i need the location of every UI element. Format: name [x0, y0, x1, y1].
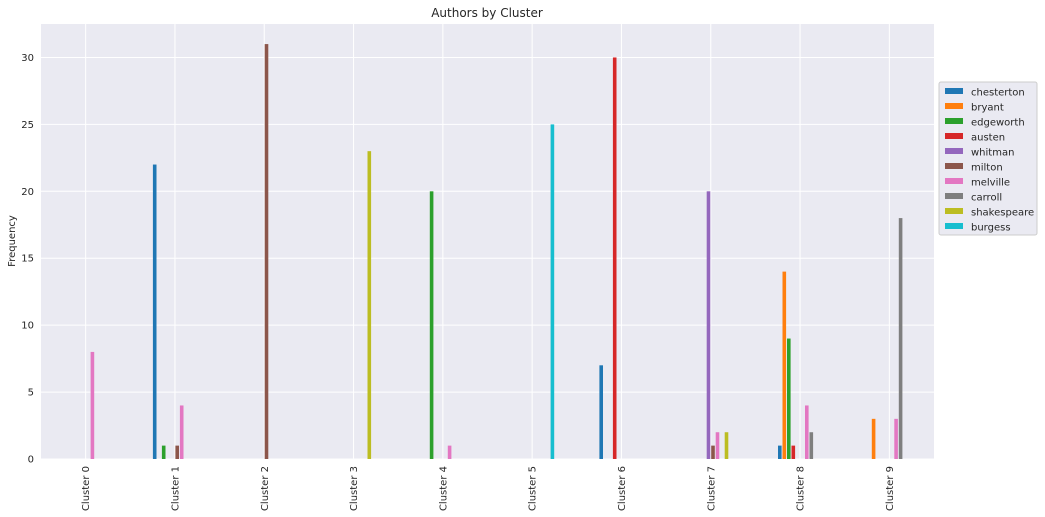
- bar-melville: [805, 405, 809, 459]
- legend-label-carroll: carroll: [971, 193, 1002, 204]
- y-axis: 0 5 10 15 20 25 30: [21, 53, 34, 466]
- bar-shakespeare: [367, 151, 372, 459]
- x-tick-label: Cluster 6: [617, 466, 628, 511]
- legend-label-whitman: whitman: [971, 148, 1014, 159]
- bar-carroll: [898, 218, 903, 459]
- bar-chesterton: [778, 445, 782, 459]
- bar-melville: [894, 418, 898, 459]
- legend: chesterton bryant edgeworth austen whitman mi…: [938, 81, 1038, 236]
- legend-label-shakespeare: shakespeare: [971, 208, 1034, 219]
- bar-burgess: [550, 124, 555, 459]
- bar-austen: [612, 57, 617, 459]
- y-tick-label: 20: [21, 187, 34, 198]
- bar-carroll: [809, 432, 814, 459]
- legend-swatch-chesterton: [945, 88, 963, 94]
- bar-bryant: [782, 271, 787, 459]
- bar-melville: [90, 351, 95, 459]
- x-tick-label: Cluster 5: [528, 466, 539, 511]
- x-tick-label: Cluster 4: [438, 466, 449, 511]
- bar-melville: [447, 445, 452, 459]
- chart-title: Authors by Cluster: [431, 6, 543, 20]
- x-tick-label: Cluster 0: [81, 466, 92, 511]
- y-tick-label: 15: [21, 254, 34, 265]
- x-tick-label: Cluster 9: [885, 466, 896, 511]
- x-tick-label: Cluster 7: [706, 466, 717, 511]
- legend-label-melville: melville: [971, 178, 1010, 189]
- y-tick-label: 10: [21, 321, 34, 332]
- y-tick-label: 5: [28, 388, 34, 399]
- x-axis: Cluster 0 Cluster 1 Cluster 2 Cluster 3 Clus…: [81, 466, 896, 511]
- legend-swatch-shakespeare: [945, 208, 963, 214]
- bar-edgeworth: [787, 338, 791, 459]
- bar-milton: [175, 445, 179, 459]
- x-tick-label: Cluster 2: [260, 466, 271, 511]
- bar-melville: [715, 432, 720, 459]
- bar-chesterton: [599, 365, 603, 459]
- bar-shakespeare: [724, 432, 729, 459]
- legend-swatch-melville: [945, 178, 963, 184]
- legend-label-edgeworth: edgeworth: [971, 118, 1025, 129]
- x-tick-label: Cluster 1: [170, 466, 181, 511]
- bar-whitman: [706, 191, 711, 460]
- legend-label-austen: austen: [971, 133, 1005, 144]
- bar-milton: [711, 445, 715, 459]
- legend-swatch-edgeworth: [945, 118, 963, 124]
- bar-melville: [179, 405, 184, 459]
- legend-label-milton: milton: [971, 163, 1003, 174]
- legend-swatch-bryant: [945, 103, 963, 109]
- bar-chesterton: [152, 164, 157, 460]
- legend-swatch-whitman: [945, 148, 963, 154]
- y-axis-label: Frequency: [7, 215, 18, 267]
- legend-swatch-austen: [945, 133, 963, 139]
- legend-swatch-carroll: [945, 193, 963, 199]
- legend-label-burgess: burgess: [971, 223, 1011, 234]
- grid: [41, 24, 934, 460]
- bar-milton: [264, 44, 269, 459]
- bar-bryant: [871, 418, 876, 459]
- bar-edgeworth: [161, 445, 166, 459]
- legend-box: [938, 81, 1038, 236]
- legend-label-bryant: bryant: [971, 103, 1004, 114]
- x-tick-label: Cluster 8: [796, 466, 807, 511]
- y-tick-label: 30: [21, 53, 34, 64]
- legend-label-chesterton: chesterton: [971, 88, 1025, 99]
- legend-swatch-milton: [945, 163, 963, 169]
- y-tick-label: 25: [21, 120, 34, 131]
- x-tick-label: Cluster 3: [349, 466, 360, 511]
- y-tick-label: 0: [28, 455, 34, 466]
- legend-swatch-burgess: [945, 223, 963, 229]
- bars: [90, 44, 903, 460]
- bar-edgeworth: [429, 191, 434, 460]
- bar-austen: [791, 445, 796, 459]
